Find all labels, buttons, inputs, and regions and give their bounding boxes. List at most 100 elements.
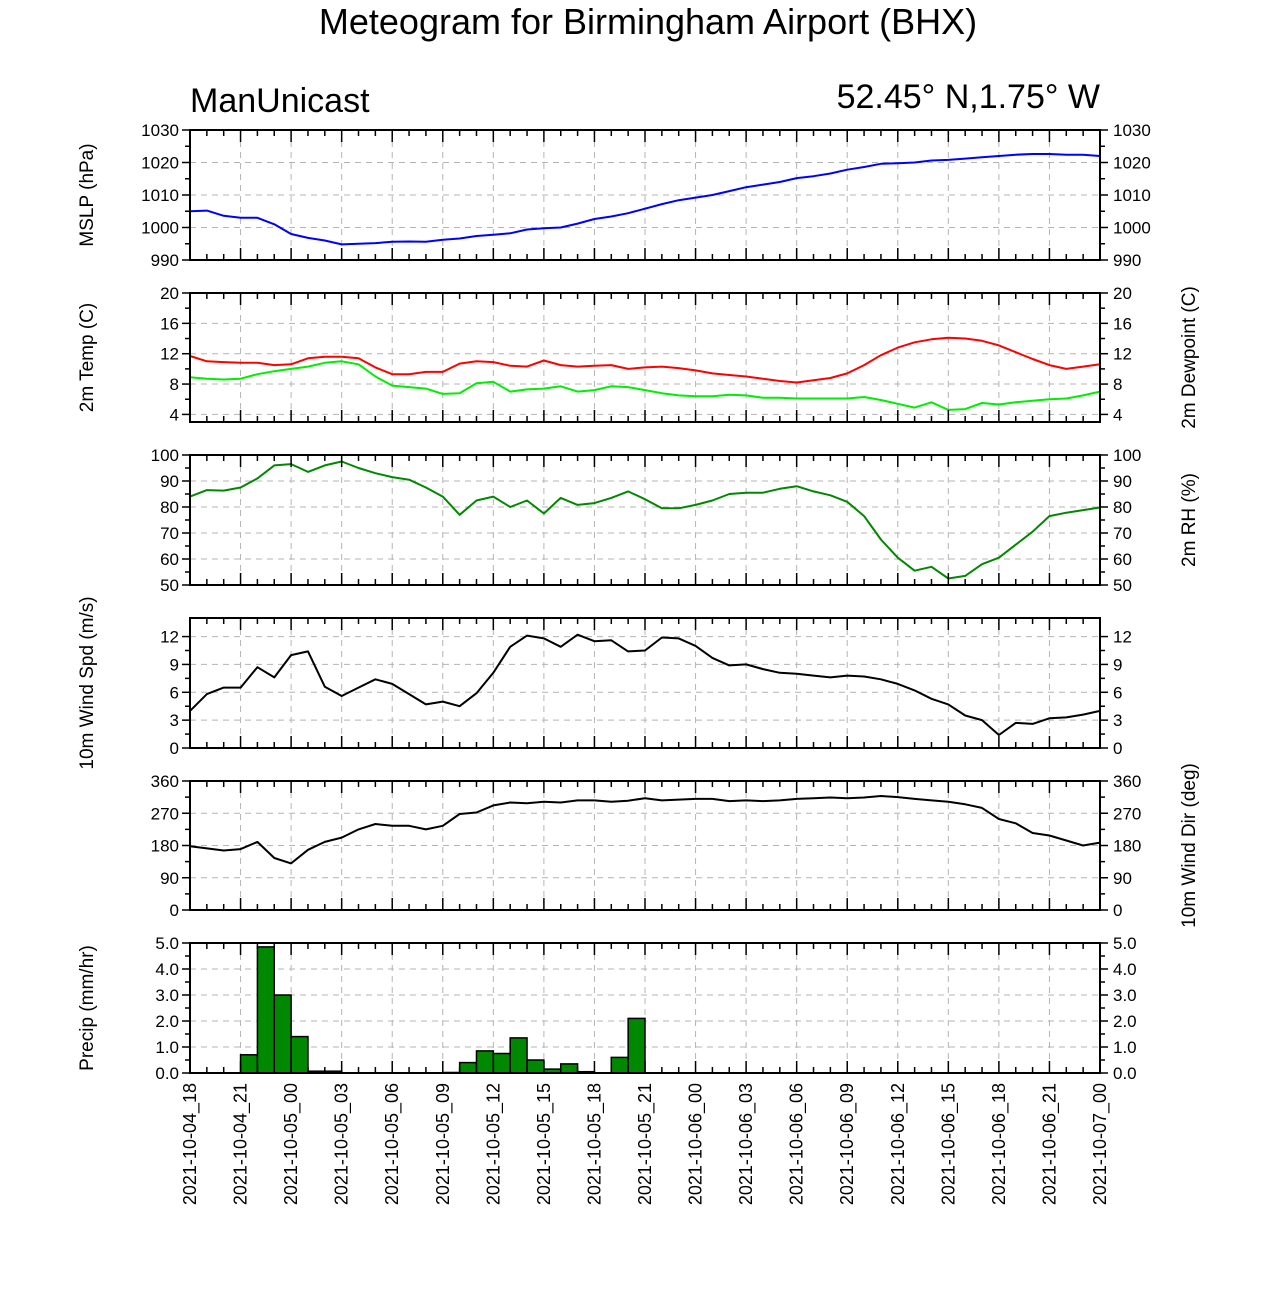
y-tick-label-right: 6	[1113, 683, 1122, 702]
x-tick-label: 2021-10-05_00	[281, 1083, 302, 1205]
x-tick-label: 2021-10-05_09	[433, 1083, 454, 1205]
y-tick-label-right: 0.0	[1113, 1064, 1137, 1083]
y-tick-label: 12	[160, 345, 179, 364]
temp-series-line-1	[189, 360, 1101, 411]
x-tick-label: 2021-10-04_18	[180, 1083, 201, 1205]
y-tick-label-right: 8	[1113, 375, 1122, 394]
y-tick-label-right: 3.0	[1113, 986, 1137, 1005]
y-tick-label-right: 1.0	[1113, 1038, 1137, 1057]
y-tick-label: 5.0	[155, 934, 179, 953]
x-axis: 2021-10-04_18 2021-10-04_21 2021-10-05_00 2…	[180, 1083, 1111, 1205]
y-tick-label-right: 12	[1113, 628, 1132, 647]
y-tick-label: 50	[160, 576, 179, 595]
precip-bar	[492, 1052, 511, 1074]
y-tick-label-right: 70	[1113, 524, 1132, 543]
y-tick-label: 990	[151, 251, 179, 270]
precip-bar	[458, 1061, 478, 1074]
y-tick-label: 20	[160, 284, 179, 303]
rh-panel: 50 50 60 60 70 70 80 80 90 90 100 100 2m RH (%)	[151, 446, 1200, 595]
y-tick-label: 360	[151, 772, 179, 791]
y-tick-label-right: 20	[1113, 284, 1132, 303]
y-tick-label-right: 90	[1113, 869, 1132, 888]
y-tick-label-right: 1000	[1113, 219, 1151, 238]
y-tick-label-right: 270	[1113, 804, 1141, 823]
y-tick-label-right: 80	[1113, 498, 1132, 517]
y-tick-label: 9	[170, 655, 179, 674]
y-tick-label-right: 0	[1113, 901, 1122, 920]
x-tick-label: 2021-10-05_15	[534, 1083, 555, 1205]
y-tick-label-right: 50	[1113, 576, 1132, 595]
precip-bar	[610, 1056, 629, 1074]
y-tick-label: 90	[160, 472, 179, 491]
y-tick-label: 0	[170, 739, 179, 758]
y-tick-label: 3	[170, 711, 179, 730]
precip-bar	[290, 1035, 309, 1074]
station-coordinates-label: 52.45° N,1.75° W	[837, 78, 1100, 116]
x-tick-label: 2021-10-05_12	[483, 1083, 504, 1205]
y-tick-label: 16	[160, 314, 179, 333]
x-tick-label: 2021-10-06_15	[938, 1083, 959, 1205]
y-tick-label: 180	[151, 837, 179, 856]
station-source-label: ManUnicast	[190, 82, 370, 120]
y-tick-label-right: 100	[1113, 446, 1141, 465]
mslp-ylabel: MSLP (hPa)	[77, 143, 98, 246]
y-tick-label: 2.0	[155, 1012, 179, 1031]
y-tick-label: 80	[160, 498, 179, 517]
mslp-series-line-0	[189, 153, 1101, 246]
y-tick-label: 1.0	[155, 1038, 179, 1057]
precip-bar	[627, 1017, 646, 1074]
x-tick-label: 2021-10-06_21	[1039, 1083, 1060, 1205]
y-tick-label: 12	[160, 628, 179, 647]
x-tick-label: 2021-10-05_06	[382, 1083, 403, 1205]
wdir-panel: 0 0 90 90 180 180 270 270 360 360 10m Wind Dir (de…	[151, 763, 1200, 928]
y-tick-label: 0.0	[155, 1064, 179, 1083]
y-tick-label-right: 180	[1113, 837, 1141, 856]
temp-ylabel: 2m Temp (C)	[77, 303, 98, 412]
wdir-series-line-0	[189, 795, 1101, 865]
x-tick-label: 2021-10-06_00	[686, 1083, 707, 1205]
y-tick-label-right: 16	[1113, 314, 1132, 333]
y-tick-label: 4	[170, 405, 179, 424]
x-tick-label: 2021-10-06_09	[837, 1083, 858, 1205]
y-tick-label-right: 90	[1113, 472, 1132, 491]
precip-ylabel: Precip (mm/hr)	[77, 945, 98, 1071]
temp-panel: 4 4 8 8 12 12 16 16 20 20 2m Temp (C) 2m Dewpoint (…	[77, 284, 1200, 429]
y-tick-label-right: 990	[1113, 251, 1141, 270]
y-tick-label-right: 3	[1113, 711, 1122, 730]
precip-bar	[559, 1063, 579, 1074]
x-tick-label: 2021-10-05_03	[332, 1083, 353, 1205]
y-tick-label: 8	[170, 375, 179, 394]
y-tick-label-right: 12	[1113, 345, 1132, 364]
precip-bar	[475, 1050, 495, 1074]
y-tick-label: 1000	[141, 219, 179, 238]
y-tick-label-right: 9	[1113, 655, 1122, 674]
x-tick-label: 2021-10-07_00	[1090, 1083, 1111, 1205]
y-tick-label: 70	[160, 524, 179, 543]
y-tick-label: 100	[151, 446, 179, 465]
x-tick-label: 2021-10-05_21	[635, 1083, 656, 1205]
y-tick-label-right: 0	[1113, 739, 1122, 758]
rh-ylabel-right: 2m RH (%)	[1179, 473, 1200, 567]
temp-series-line-0	[189, 336, 1101, 384]
precip-bar	[509, 1037, 528, 1074]
y-tick-label: 1020	[141, 154, 179, 173]
precip-bar	[239, 1054, 259, 1074]
y-tick-label: 0	[170, 901, 179, 920]
wspd-ylabel: 10m Wind Spd (m/s)	[77, 596, 98, 769]
y-tick-label-right: 1020	[1113, 154, 1151, 173]
x-tick-label: 2021-10-05_18	[584, 1083, 605, 1205]
y-tick-label: 6	[170, 683, 179, 702]
y-tick-label-right: 4.0	[1113, 960, 1137, 979]
y-tick-label-right: 2.0	[1113, 1012, 1137, 1031]
wspd-series-line-0	[189, 633, 1101, 736]
precip-bar	[256, 946, 276, 1074]
temp-ylabel-right: 2m Dewpoint (C)	[1179, 286, 1200, 429]
y-tick-label: 1030	[141, 121, 179, 140]
y-tick-label: 1010	[141, 186, 179, 205]
y-tick-label: 270	[151, 804, 179, 823]
y-tick-label: 3.0	[155, 986, 179, 1005]
chart-title: Meteogram for Birmingham Airport (BHX)	[319, 1, 977, 42]
y-tick-label-right: 5.0	[1113, 934, 1137, 953]
